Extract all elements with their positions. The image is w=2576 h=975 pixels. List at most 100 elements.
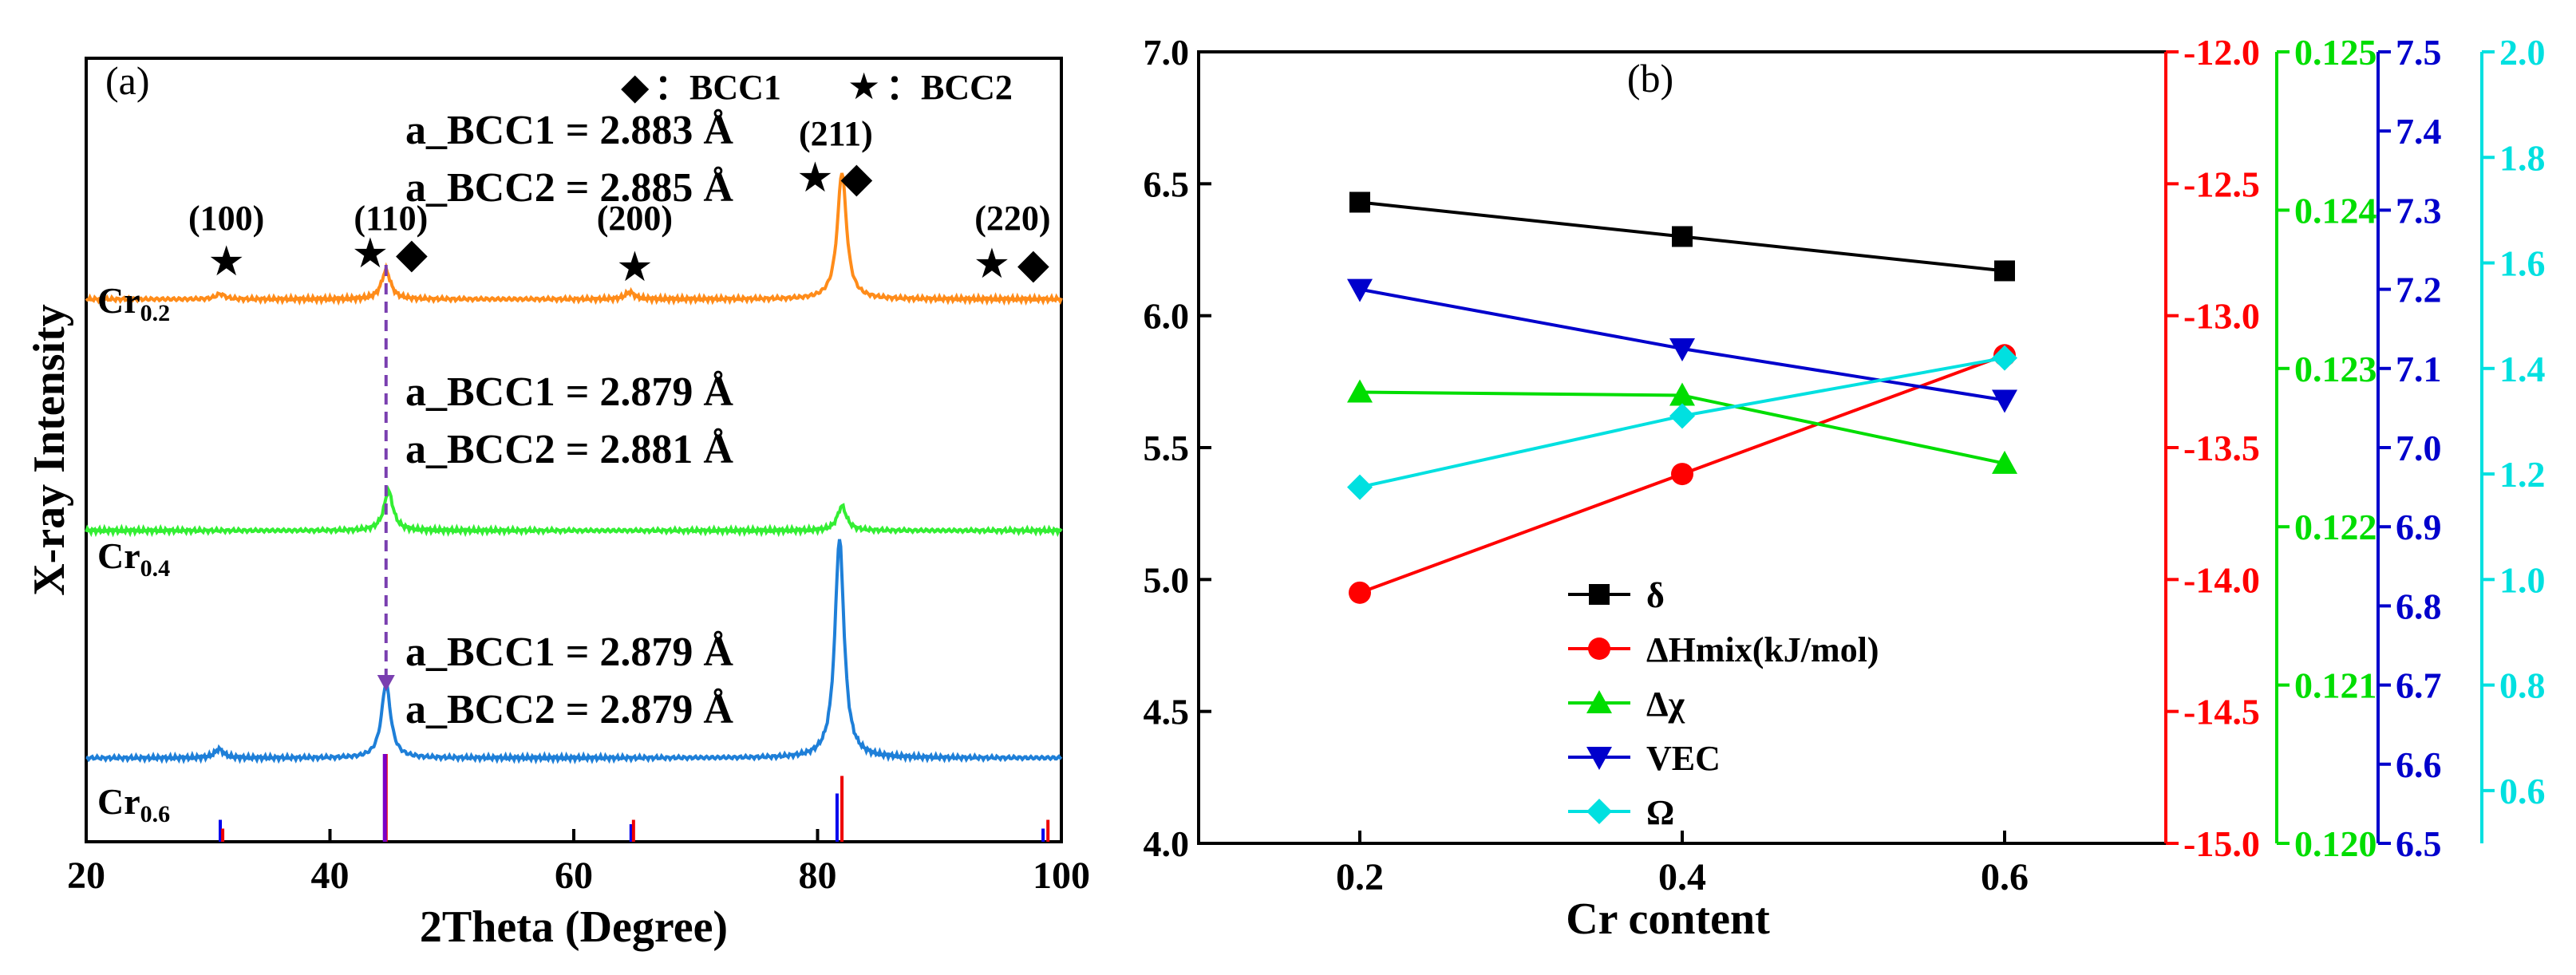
lattice-bcc1-cr04: a_BCC1 = 2.879 Å (405, 369, 733, 415)
xrd-pattern-cr04 (85, 485, 1063, 538)
x-axis-label-b: Cr content (1566, 894, 1770, 944)
data-point-chi (1347, 379, 1373, 403)
y-tick-label-vec: 6.8 (2396, 586, 2442, 626)
x-tick-label: 40 (311, 855, 350, 897)
legend-bcc2-symbol: ★ (847, 66, 880, 107)
peak-labels: (100)★(110)★ ◆(200)★(211)★ ◆(220)★ ◆ (188, 114, 1051, 290)
panel-label-a: (a) (105, 58, 150, 103)
bcc2-star-marker: ★ (616, 245, 654, 290)
bcc1-diamond-marker: ◆ (1017, 242, 1049, 287)
legend-b: δ ΔHmix(kJ/mol) Δχ VEC Ω (1568, 576, 1879, 832)
legend-bcc2-label: ：BCC2 (886, 68, 1013, 107)
y-tick-label-delta: 5.5 (1144, 428, 1190, 468)
legend-marker-chi (1586, 690, 1612, 713)
y-tick-label-hmix: -12.0 (2183, 32, 2260, 73)
y-tick-label-omega: 2.0 (2499, 32, 2546, 73)
y-tick-label-omega: 1.2 (2499, 454, 2546, 495)
series-b (1347, 191, 2017, 604)
y-tick-label-chi: 0.125 (2294, 32, 2377, 73)
x-tick-label: 20 (67, 855, 105, 897)
lattice-bcc2-cr04: a_BCC2 = 2.881 Å (405, 427, 733, 472)
y-tick-label-vec: 7.1 (2396, 349, 2442, 389)
legend-label-omega: Ω (1646, 793, 1674, 832)
lattice-bcc1-cr06: a_BCC1 = 2.879 Å (405, 630, 733, 675)
peak-hkl-label: (220) (974, 199, 1050, 238)
y-tick-label-hmix: -14.5 (2183, 692, 2260, 732)
y-tick-label-delta: 5.0 (1144, 559, 1190, 600)
dashed-marker-arrowhead (377, 675, 395, 691)
data-point-hmix (1671, 463, 1693, 486)
y-tick-label-hmix: -13.0 (2183, 296, 2260, 337)
y-tick-label-omega: 1.4 (2499, 349, 2546, 389)
xrd-pattern-cr06 (85, 539, 1063, 765)
y-tick-label-omega: 1.6 (2499, 243, 2546, 284)
data-point-delta (1994, 260, 2015, 282)
data-point-chi (1992, 450, 2017, 474)
y-tick-label-hmix: -15.0 (2183, 823, 2260, 864)
sample-label-cr04: Cr0.4 (97, 535, 170, 582)
lattice-params-cr02: a_BCC1 = 2.883 Å a_BCC2 = 2.885 Å (405, 108, 733, 211)
bcc2-star-marker: ★ (352, 231, 389, 277)
x-tick-label: 0.2 (1336, 856, 1384, 898)
data-point-vec (1669, 338, 1695, 361)
y-tick-label-vec: 7.3 (2396, 190, 2442, 231)
peak-hkl-label: (110) (354, 199, 428, 238)
legend-marker-omega (1586, 799, 1612, 824)
legend-label-hmix: ΔHmix(kJ/mol) (1646, 630, 1879, 669)
y-tick-label-omega: 0.8 (2499, 665, 2546, 706)
data-point-omega (1347, 474, 1373, 500)
peak-hkl-label: (200) (597, 199, 673, 238)
y-tick-label-delta: 6.0 (1144, 296, 1190, 337)
y-tick-label-delta: 4.0 (1144, 823, 1190, 864)
bcc2-star-marker: ★ (207, 239, 245, 285)
data-point-vec (1347, 278, 1373, 302)
data-point-omega (1992, 345, 2017, 371)
y-tick-label-vec: 7.2 (2396, 270, 2442, 310)
data-point-delta (1349, 191, 1370, 213)
x-tick-label: 60 (555, 855, 593, 897)
legend-marker-delta (1589, 584, 1610, 605)
data-point-omega (1669, 403, 1695, 429)
y-tick-label-hmix: -12.5 (2183, 164, 2260, 204)
lattice-bcc1-cr02: a_BCC1 = 2.883 Å (405, 108, 733, 153)
y-tick-label-omega: 1.0 (2499, 559, 2546, 600)
x-axis-ticks-a: 20 40 60 80 100 (67, 829, 1090, 897)
x-axis-label-a: 2Theta (Degree) (420, 902, 728, 952)
y-tick-label-vec: 7.0 (2396, 428, 2442, 468)
bcc1-diamond-marker: ◆ (396, 231, 428, 277)
legend-a: ◆ ：BCC1 ★ ：BCC2 (621, 66, 1013, 107)
panel-b: 4.0 4.5 5.0 5.5 6.0 6.5 7.0 -15.0 -14.5 -14.0 -13.… (1144, 32, 2546, 944)
legend-bcc1-label: ：BCC1 (654, 68, 781, 107)
y-tick-label-hmix: -13.5 (2183, 428, 2260, 468)
xrd-patterns (85, 172, 1063, 765)
y-tick-label-chi: 0.124 (2294, 190, 2377, 231)
y-tick-label-vec: 7.4 (2396, 111, 2442, 152)
y-tick-label-omega: 0.6 (2499, 771, 2546, 811)
y-tick-label-chi: 0.123 (2294, 349, 2377, 389)
data-point-chi (1669, 382, 1695, 406)
y-tick-label-vec: 6.6 (2396, 744, 2442, 785)
panel-label-b: (b) (1627, 56, 1673, 101)
x-tick-label: 0.4 (1658, 856, 1706, 898)
x-tick-label: 0.6 (1981, 856, 2029, 898)
y-tick-label-vec: 6.7 (2396, 665, 2442, 706)
panel-b-frame (1197, 50, 2167, 845)
xrd-pattern-cr02 (85, 172, 1063, 306)
reference-lines (219, 754, 1050, 842)
panel-a-frame (85, 57, 1063, 843)
bcc2-star-marker: ★ (796, 156, 834, 201)
legend-marker-vec (1586, 747, 1612, 770)
lattice-params-cr04: a_BCC1 = 2.879 Å a_BCC2 = 2.881 Å (405, 369, 733, 472)
y-tick-label-vec: 6.5 (2396, 823, 2442, 864)
y-tick-label-delta: 4.5 (1144, 692, 1190, 732)
y-tick-label-hmix: -14.0 (2183, 559, 2260, 600)
legend-marker-hmix (1588, 638, 1610, 660)
peak-hkl-label: (211) (799, 114, 873, 153)
y-axis-label-a: X-ray Intensity (25, 304, 74, 596)
sample-label-cr06: Cr0.6 (97, 781, 170, 827)
peak-hkl-label: (100) (188, 199, 264, 238)
y-tick-label-vec: 6.9 (2396, 507, 2442, 547)
x-tick-label: 80 (799, 855, 837, 897)
x-tick-label: 100 (1033, 855, 1090, 897)
